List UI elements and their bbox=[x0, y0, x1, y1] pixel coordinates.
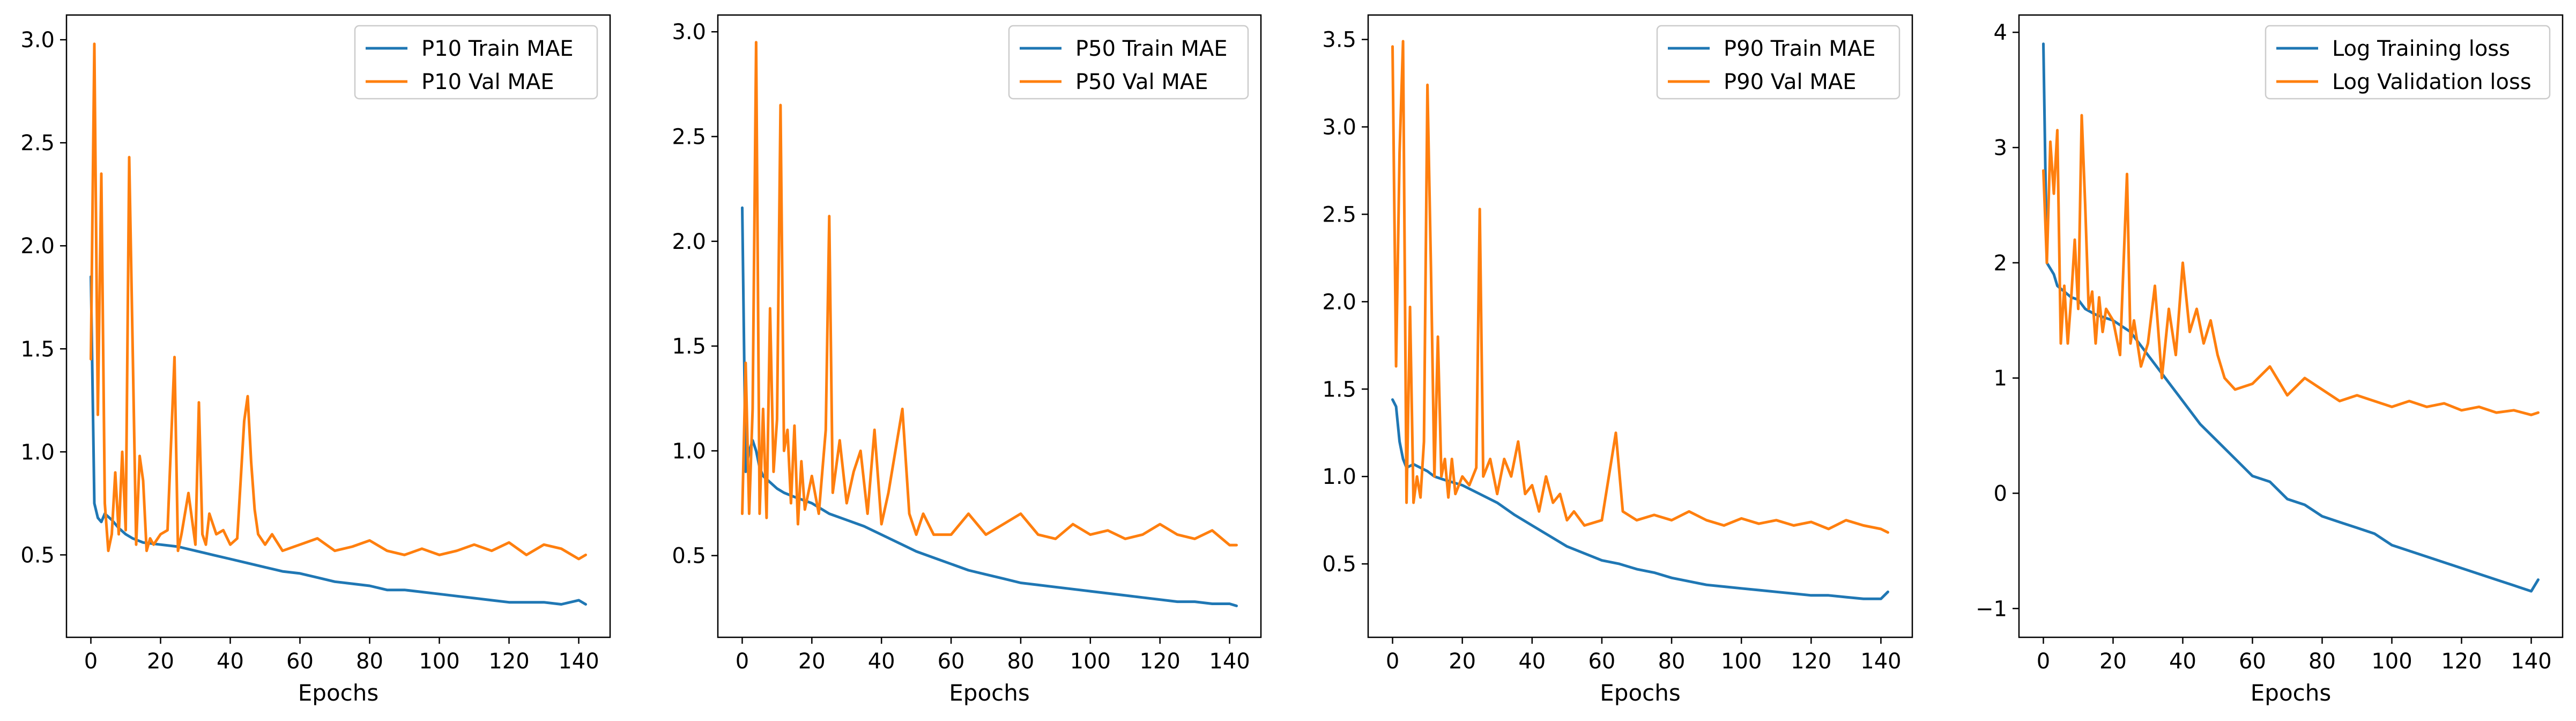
legend-entry: P90 Val MAE bbox=[1724, 70, 1856, 94]
x-tick-label: 80 bbox=[2308, 649, 2336, 674]
x-tick-label: 120 bbox=[488, 649, 529, 674]
legend-box bbox=[2265, 25, 2551, 100]
y-tick-label: 2 bbox=[1994, 251, 2007, 276]
y-tick-label: 0 bbox=[1994, 481, 2007, 506]
series-line-validation bbox=[2042, 114, 2540, 416]
legend-box bbox=[1656, 25, 1901, 100]
legend: P90 Train MAE P90 Val MAE bbox=[1656, 25, 1901, 100]
x-axis-label: Epochs bbox=[2251, 680, 2332, 706]
legend: P10 Train MAE P10 Val MAE bbox=[354, 25, 598, 100]
series-line-validation bbox=[90, 42, 587, 561]
plot-frame bbox=[1367, 14, 1913, 638]
y-tick-label: 2.0 bbox=[672, 230, 706, 254]
plot-frame bbox=[65, 14, 611, 638]
x-tick-label: 60 bbox=[2239, 649, 2266, 674]
series-line-train bbox=[2042, 42, 2540, 593]
series-line-train bbox=[741, 206, 1238, 607]
y-tick-label: 1 bbox=[1994, 366, 2007, 391]
plot-frame bbox=[717, 14, 1262, 638]
legend-entry: Log Training loss bbox=[2332, 36, 2510, 61]
x-tick-label: 40 bbox=[217, 649, 244, 674]
y-tick-label: −1 bbox=[1976, 597, 2007, 621]
series-line-train bbox=[90, 275, 587, 606]
x-tick-label: 100 bbox=[2371, 649, 2412, 674]
y-tick-label: 0.5 bbox=[672, 544, 706, 569]
y-tick-label: 1.5 bbox=[20, 337, 55, 362]
x-tick-label: 60 bbox=[1588, 649, 1615, 674]
y-tick-label: 3 bbox=[1994, 136, 2007, 160]
y-tick-label: 2.0 bbox=[20, 234, 55, 259]
x-tick-label: 100 bbox=[1070, 649, 1111, 674]
legend-box bbox=[354, 25, 598, 100]
x-tick-label: 20 bbox=[1449, 649, 1476, 674]
x-tick-label: 60 bbox=[938, 649, 965, 674]
y-tick-label: 2.5 bbox=[20, 131, 55, 156]
y-tick-label: 2.5 bbox=[672, 125, 706, 150]
x-axis-label: Epochs bbox=[298, 680, 379, 706]
x-axis-label: Epochs bbox=[949, 680, 1030, 706]
y-tick-label: 2.5 bbox=[1322, 202, 1356, 227]
x-tick-label: 120 bbox=[1140, 649, 1181, 674]
x-tick-label: 20 bbox=[147, 649, 174, 674]
x-tick-label: 60 bbox=[286, 649, 314, 674]
chart-panel-3: 0 20 40 60 80 100 120 140 0.5 1.0 1.5 2.0 2.5 3.0 3.5 E… bbox=[1322, 14, 1913, 706]
legend-entry: P90 Train MAE bbox=[1724, 36, 1876, 61]
series-line-validation bbox=[741, 41, 1238, 547]
x-tick-label: 140 bbox=[1209, 649, 1250, 674]
x-axis-label: Epochs bbox=[1600, 680, 1681, 706]
plot-frame bbox=[2018, 14, 2564, 638]
x-tick-label: 20 bbox=[798, 649, 826, 674]
series-line-train bbox=[1391, 398, 1889, 600]
y-tick-label: 2.0 bbox=[1322, 290, 1356, 314]
x-tick-label: 100 bbox=[1721, 649, 1762, 674]
y-tick-label: 0.5 bbox=[20, 543, 55, 568]
x-tick-label: 0 bbox=[2037, 649, 2050, 674]
y-tick-label: 3.5 bbox=[1322, 28, 1356, 53]
x-tick-label: 140 bbox=[2511, 649, 2551, 674]
x-tick-label: 80 bbox=[1658, 649, 1686, 674]
x-tick-label: 0 bbox=[736, 649, 749, 674]
x-tick-label: 140 bbox=[558, 649, 599, 674]
legend-entry: P50 Val MAE bbox=[1075, 70, 1208, 94]
x-tick-label: 120 bbox=[2441, 649, 2482, 674]
legend-box bbox=[1008, 25, 1249, 100]
legend-entry: P10 Train MAE bbox=[421, 36, 574, 61]
x-tick-label: 20 bbox=[2099, 649, 2127, 674]
x-tick-label: 80 bbox=[1007, 649, 1034, 674]
y-tick-label: 3.0 bbox=[1322, 115, 1356, 140]
y-tick-label: 1.0 bbox=[1322, 465, 1356, 489]
legend: P50 Train MAE P50 Val MAE bbox=[1008, 25, 1249, 100]
x-tick-label: 0 bbox=[84, 649, 98, 674]
x-tick-label: 100 bbox=[419, 649, 459, 674]
legend-entry: P50 Train MAE bbox=[1075, 36, 1228, 61]
y-tick-label: 3.0 bbox=[672, 20, 706, 45]
x-tick-label: 40 bbox=[2169, 649, 2196, 674]
y-tick-label: 0.5 bbox=[1322, 552, 1356, 577]
x-tick-label: 120 bbox=[1791, 649, 1831, 674]
x-tick-label: 0 bbox=[1386, 649, 1399, 674]
series-line-validation bbox=[1391, 40, 1889, 534]
chart-panel-1: 0 20 40 60 80 100 120 140 0.5 1.0 1.5 2.0 2.5 3.0 Epoc… bbox=[20, 14, 611, 706]
y-tick-label: 4 bbox=[1994, 20, 2007, 45]
x-tick-label: 80 bbox=[356, 649, 383, 674]
y-tick-label: 1.0 bbox=[20, 440, 55, 465]
x-tick-label: 40 bbox=[868, 649, 895, 674]
x-tick-label: 140 bbox=[1860, 649, 1901, 674]
chart-panel-4: 0 20 40 60 80 100 120 140 −1 0 1 2 3 4 Epochs Log Train… bbox=[1976, 14, 2564, 706]
y-tick-label: 1.5 bbox=[672, 334, 706, 359]
legend-entry: P10 Val MAE bbox=[421, 70, 554, 94]
y-tick-label: 1.0 bbox=[672, 439, 706, 464]
y-tick-label: 1.5 bbox=[1322, 377, 1356, 402]
legend-entry: Log Validation loss bbox=[2332, 70, 2532, 94]
x-tick-label: 40 bbox=[1518, 649, 1546, 674]
legend: Log Training loss Log Validation loss bbox=[2265, 25, 2551, 100]
y-tick-label: 3.0 bbox=[20, 28, 55, 53]
chart-panel-2: 0 20 40 60 80 100 120 140 0.5 1.0 1.5 2.0 2.5 3.0 Epoc… bbox=[672, 14, 1262, 706]
